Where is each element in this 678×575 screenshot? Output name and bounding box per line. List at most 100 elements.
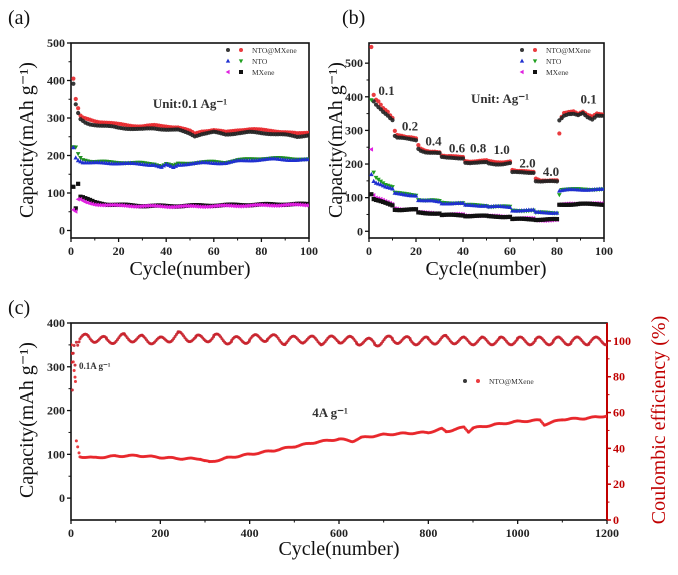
data-point: [73, 380, 77, 384]
data-point: [496, 214, 501, 219]
series-nto-blue: [369, 171, 604, 215]
data-point: [437, 199, 442, 204]
panel-a-chart: (a) Capacity(mAh g⁻¹) Cycle(number) Unit…: [8, 7, 318, 280]
data-point: [409, 207, 414, 212]
data-point: [227, 203, 233, 209]
data-point: [220, 203, 225, 208]
data-point: [413, 193, 419, 198]
data-point: [204, 204, 209, 210]
data-point: [74, 340, 78, 344]
y2-tick-label: 100: [613, 334, 631, 348]
data-point: [273, 203, 278, 209]
data-point: [268, 202, 274, 207]
data-point: [522, 216, 527, 221]
current-density-annotation: 0.1A g⁻¹: [79, 361, 111, 371]
data-point: [127, 204, 133, 209]
data-point: [285, 202, 290, 208]
legend-marker-black-circle: [520, 48, 524, 52]
data-point: [592, 202, 597, 207]
data-point: [76, 445, 80, 449]
data-point: [559, 202, 564, 207]
data-point: [432, 211, 437, 216]
data-point: [76, 110, 81, 116]
data-point: [514, 216, 520, 221]
legend-label: MXene: [252, 68, 275, 77]
data-point: [453, 212, 459, 218]
data-point: [130, 204, 135, 209]
data-point: [517, 216, 522, 221]
data-point: [392, 207, 397, 212]
data-point: [390, 118, 395, 123]
series-coulombic-efficiency: [71, 330, 607, 392]
data-point: [557, 193, 562, 198]
data-point: [78, 194, 83, 199]
panel-b-label: (b): [342, 7, 365, 29]
data-point: [75, 152, 81, 157]
data-point: [458, 213, 463, 218]
data-point: [244, 203, 249, 209]
data-point: [246, 203, 252, 208]
data-point: [550, 216, 555, 222]
data-point: [83, 196, 88, 201]
data-point: [524, 216, 529, 222]
data-point: [460, 200, 466, 205]
data-point: [578, 201, 583, 206]
data-point: [225, 203, 230, 208]
data-point: [435, 211, 440, 216]
data-point: [505, 214, 510, 220]
legend-marker-magenta-triangle-left: [519, 69, 524, 75]
data-point: [373, 175, 379, 181]
y-tick-label: 300: [345, 123, 363, 137]
data-point: [585, 201, 590, 206]
data-point: [533, 217, 538, 223]
x-tick-label: 1200: [595, 526, 619, 540]
data-point: [561, 202, 567, 207]
data-point: [101, 202, 106, 208]
data-point: [512, 216, 517, 221]
y-tick-label: 200: [47, 404, 65, 418]
data-point: [601, 113, 604, 118]
data-point: [161, 163, 167, 168]
data-point: [543, 217, 548, 222]
data-point: [371, 99, 376, 104]
data-point: [507, 214, 513, 219]
data-point: [263, 202, 268, 208]
data-point: [95, 200, 100, 205]
data-point: [413, 207, 419, 212]
data-point: [76, 181, 81, 186]
data-point: [451, 212, 456, 217]
data-point: [395, 207, 400, 213]
legend-marker-green-triangle-down: [532, 59, 538, 64]
data-point: [378, 179, 384, 184]
x-tick-label: 60: [208, 244, 220, 258]
data-point: [113, 202, 118, 208]
data-point: [531, 170, 536, 176]
x-tick-label: 100: [300, 244, 318, 258]
data-point: [249, 202, 254, 208]
y2-tick-label: 20: [613, 477, 625, 491]
data-point: [526, 217, 531, 222]
data-point: [449, 212, 454, 217]
data-point: [554, 216, 560, 222]
data-point: [498, 214, 503, 220]
data-point: [85, 196, 90, 202]
data-point: [482, 213, 487, 218]
panel-a-x-axis-title: Cycle(number): [129, 258, 250, 280]
data-point: [531, 217, 536, 222]
data-point: [73, 96, 78, 102]
data-point: [390, 203, 395, 208]
y-tick-label: 300: [47, 111, 65, 125]
data-point: [416, 210, 421, 215]
data-point: [287, 202, 292, 207]
y-tick-label: 500: [47, 36, 65, 50]
data-point: [423, 211, 428, 216]
panel-a-label: (a): [8, 7, 30, 29]
data-point: [529, 217, 534, 222]
data-point: [605, 414, 607, 418]
y2-tick-label: 40: [613, 441, 625, 455]
data-point: [557, 131, 562, 136]
series-nto-mxene-charge: [371, 99, 604, 184]
data-point: [201, 204, 206, 210]
data-point: [538, 217, 543, 222]
x-tick-label: 200: [151, 526, 169, 540]
